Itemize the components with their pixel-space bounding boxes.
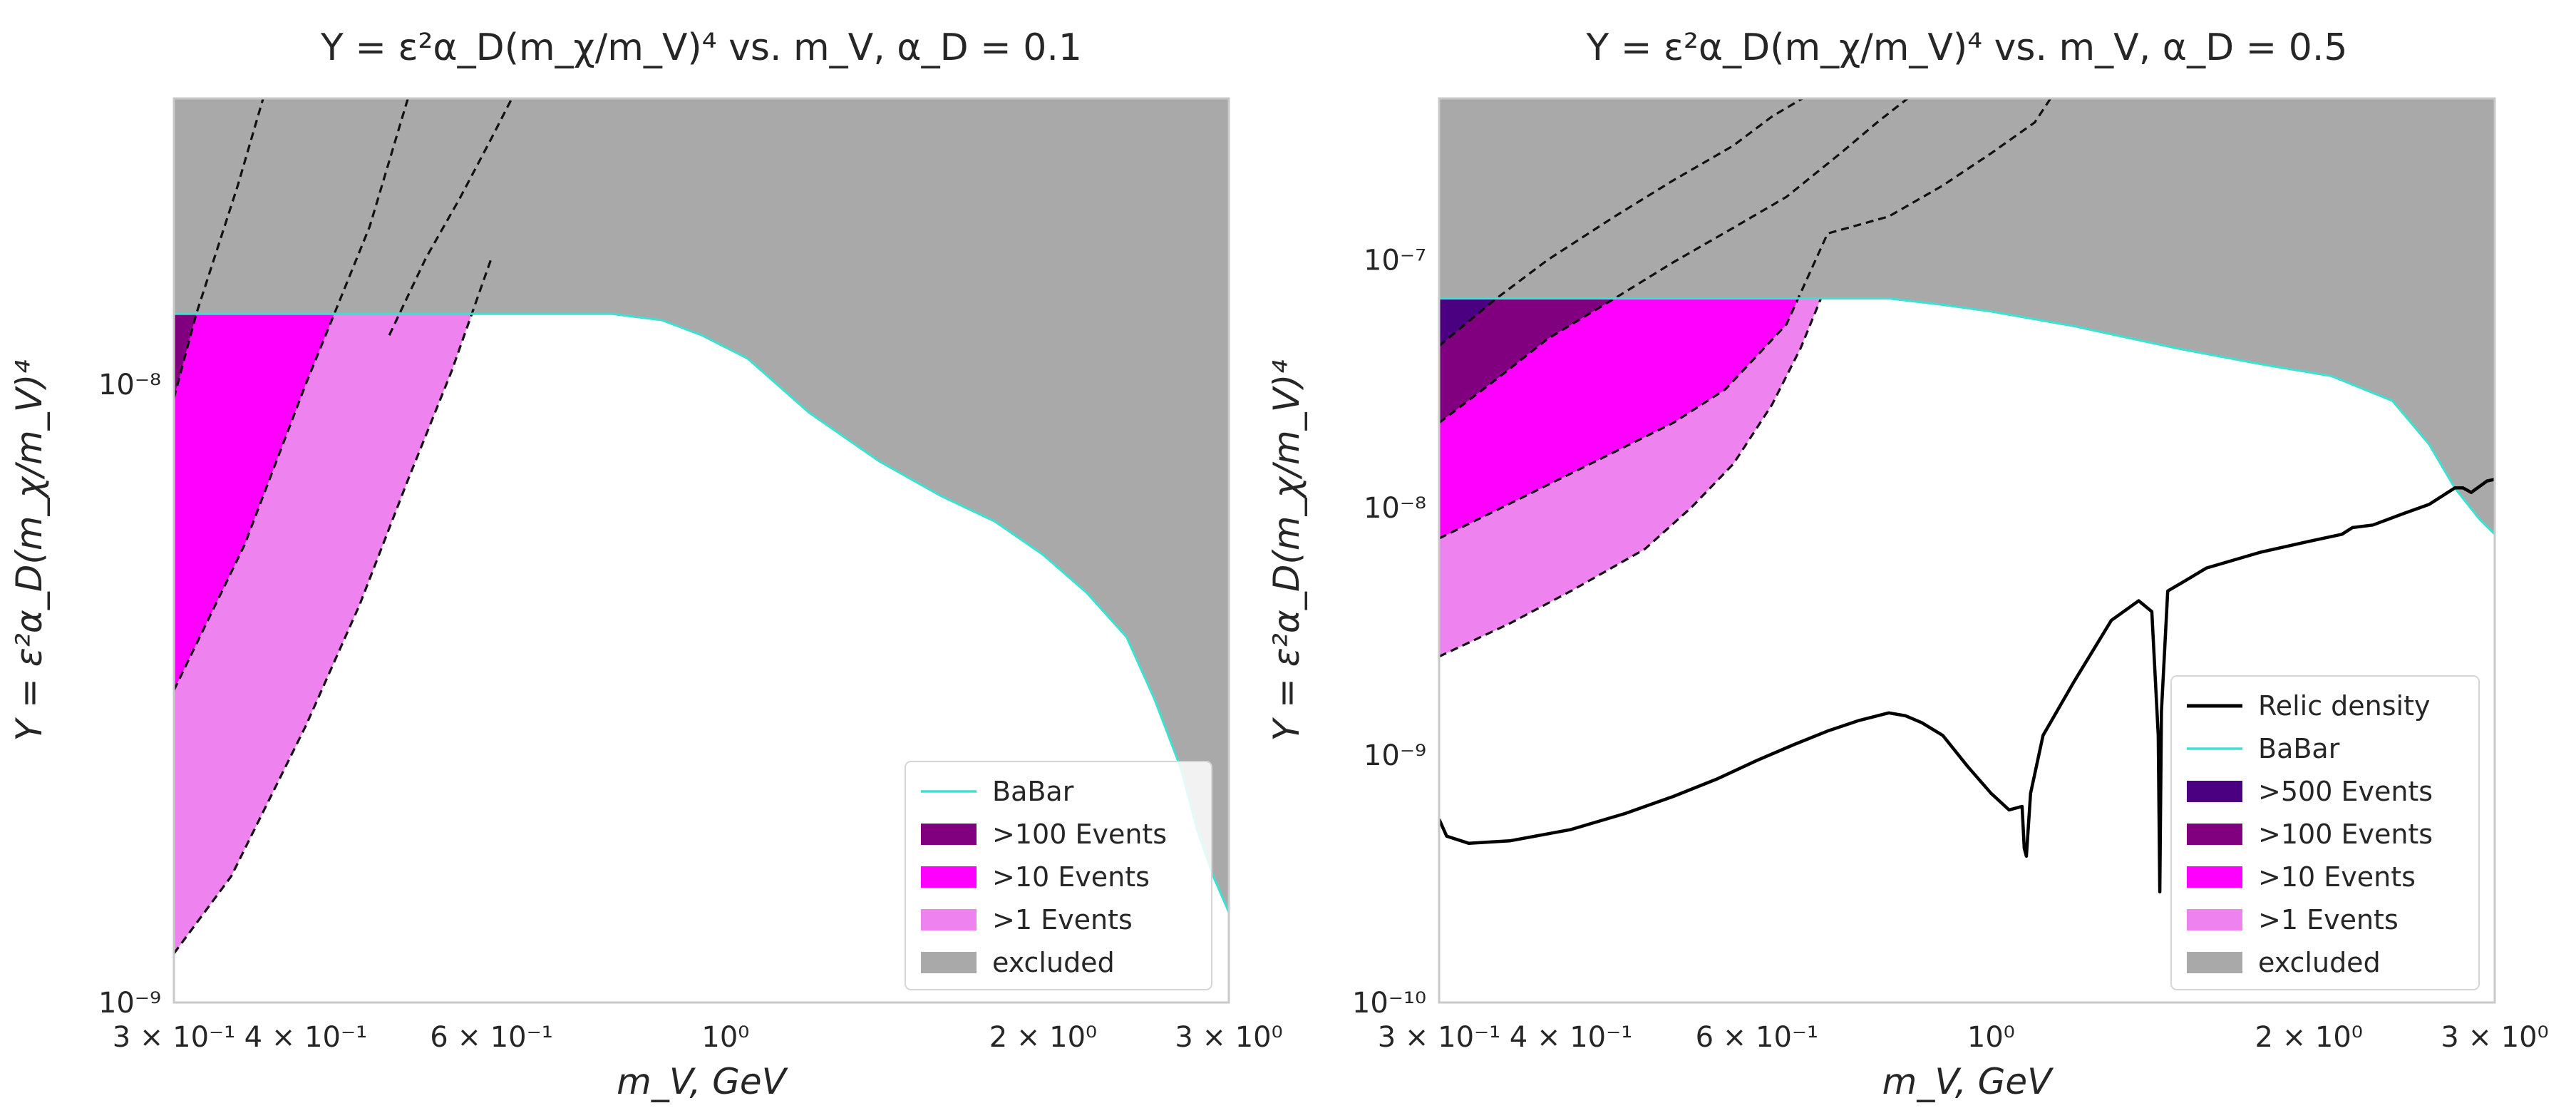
- x-tick-label: 3 × 10⁰: [2441, 1021, 2548, 1054]
- event-regions: [1439, 298, 2056, 1002]
- event-region-10: [174, 314, 408, 1002]
- legend-label: BaBar: [2258, 733, 2340, 764]
- legend-label: BaBar: [992, 776, 1074, 807]
- y-axis-label: Y = ε²α_D(m_χ/m_V)⁴: [9, 360, 50, 742]
- legend-label: >1 Events: [992, 904, 1133, 935]
- x-tick-label: 10⁰: [701, 1021, 749, 1054]
- legend-label: excluded: [992, 947, 1115, 978]
- legend-box: [2170, 675, 2480, 990]
- event-regions: [174, 314, 492, 1002]
- x-tick-label: 6 × 10⁻¹: [430, 1021, 552, 1054]
- legend-patch-swatch: [2187, 909, 2242, 930]
- x-tick-label: 4 × 10⁻¹: [1510, 1021, 1632, 1054]
- legend-label: Relic density: [2258, 690, 2431, 722]
- legend-label: >10 Events: [2258, 861, 2416, 893]
- legend-label: >1 Events: [2258, 904, 2399, 935]
- x-axis-label: m_V, GeV: [617, 1061, 788, 1102]
- legend-patch-swatch: [921, 952, 977, 973]
- legend: BaBar >100 Events >10 Events >1 Events exclu…: [905, 761, 1212, 990]
- y-tick-label: 10⁻⁸: [1364, 492, 1426, 525]
- y-tick-label: 10⁻⁹: [98, 987, 161, 1020]
- legend-label: excluded: [2258, 947, 2381, 978]
- x-tick-label: 2 × 10⁰: [989, 1021, 1097, 1054]
- x-tick-label: 3 × 10⁻¹: [113, 1021, 235, 1054]
- x-axis-label: m_V, GeV: [1882, 1061, 2054, 1102]
- excluded-region: [174, 98, 1229, 913]
- legend-box: [905, 761, 1212, 990]
- legend-patch-swatch: [921, 909, 977, 930]
- contour-line-100: [1439, 98, 1910, 424]
- legend-patch-swatch: [2187, 952, 2242, 973]
- contour-line-100: [174, 98, 264, 399]
- left-panel: 3 × 10⁻¹ 4 × 10⁻¹ 6 × 10⁻¹ 10⁰ 2 × 10⁰ 3 × 10…: [9, 26, 1283, 1102]
- x-tick-label: 4 × 10⁻¹: [244, 1021, 367, 1054]
- plot-area: [174, 98, 1229, 1002]
- axes-frame: [172, 97, 1230, 1004]
- axes-frame: [1438, 97, 2496, 1004]
- legend-label: >500 Events: [2258, 776, 2433, 807]
- x-tick-label: 3 × 10⁰: [1175, 1021, 1282, 1054]
- legend-label: >100 Events: [992, 819, 1167, 850]
- legend-label: >10 Events: [992, 861, 1150, 893]
- legend-patch-swatch: [2187, 824, 2242, 845]
- relic-density-line: [1439, 478, 2495, 894]
- y-tick-label: 10⁻⁸: [98, 369, 161, 401]
- chart-title: Y = ε²α_D(m_χ/m_V)⁴ vs. m_V, α_D = 0.1: [320, 26, 1082, 69]
- legend: Relic density BaBar >500 Events >100 Events…: [2170, 675, 2480, 990]
- legend-patch-swatch: [2187, 781, 2242, 802]
- babar-line: [1439, 297, 2495, 535]
- legend-label: >100 Events: [2258, 819, 2433, 850]
- contour-line-10: [1439, 98, 2052, 540]
- legend-patch-swatch: [2187, 866, 2242, 888]
- legend-patch-swatch: [921, 824, 977, 845]
- x-tick-label: 6 × 10⁻¹: [1696, 1021, 1818, 1054]
- event-region-1: [174, 314, 492, 1002]
- y-axis-label: Y = ε²α_D(m_χ/m_V)⁴: [1266, 360, 1307, 742]
- contour-line-10: [174, 98, 409, 691]
- excluded-region: [1439, 98, 2495, 535]
- y-tick-label: 10⁻¹⁰: [1352, 987, 1426, 1020]
- y-tick-label: 10⁻⁹: [1364, 739, 1426, 772]
- x-tick-label: 10⁰: [1967, 1021, 2015, 1054]
- x-tick-label: 2 × 10⁰: [2255, 1021, 2363, 1054]
- contour-line-1: [1439, 297, 1823, 658]
- legend-patch-swatch: [921, 866, 977, 888]
- contour-line-0.1: [388, 98, 513, 336]
- y-tick-label: 10⁻⁷: [1364, 245, 1426, 277]
- chart-title: Y = ε²α_D(m_χ/m_V)⁴ vs. m_V, α_D = 0.5: [1586, 26, 2348, 69]
- event-region-10: [1439, 298, 2056, 1002]
- right-panel: 3 × 10⁻¹ 4 × 10⁻¹ 6 × 10⁻¹ 10⁰ 2 × 10⁰ 3 × 10…: [1266, 26, 2549, 1102]
- contour-line-1: [174, 257, 493, 955]
- x-tick-label: 3 × 10⁻¹: [1378, 1021, 1500, 1054]
